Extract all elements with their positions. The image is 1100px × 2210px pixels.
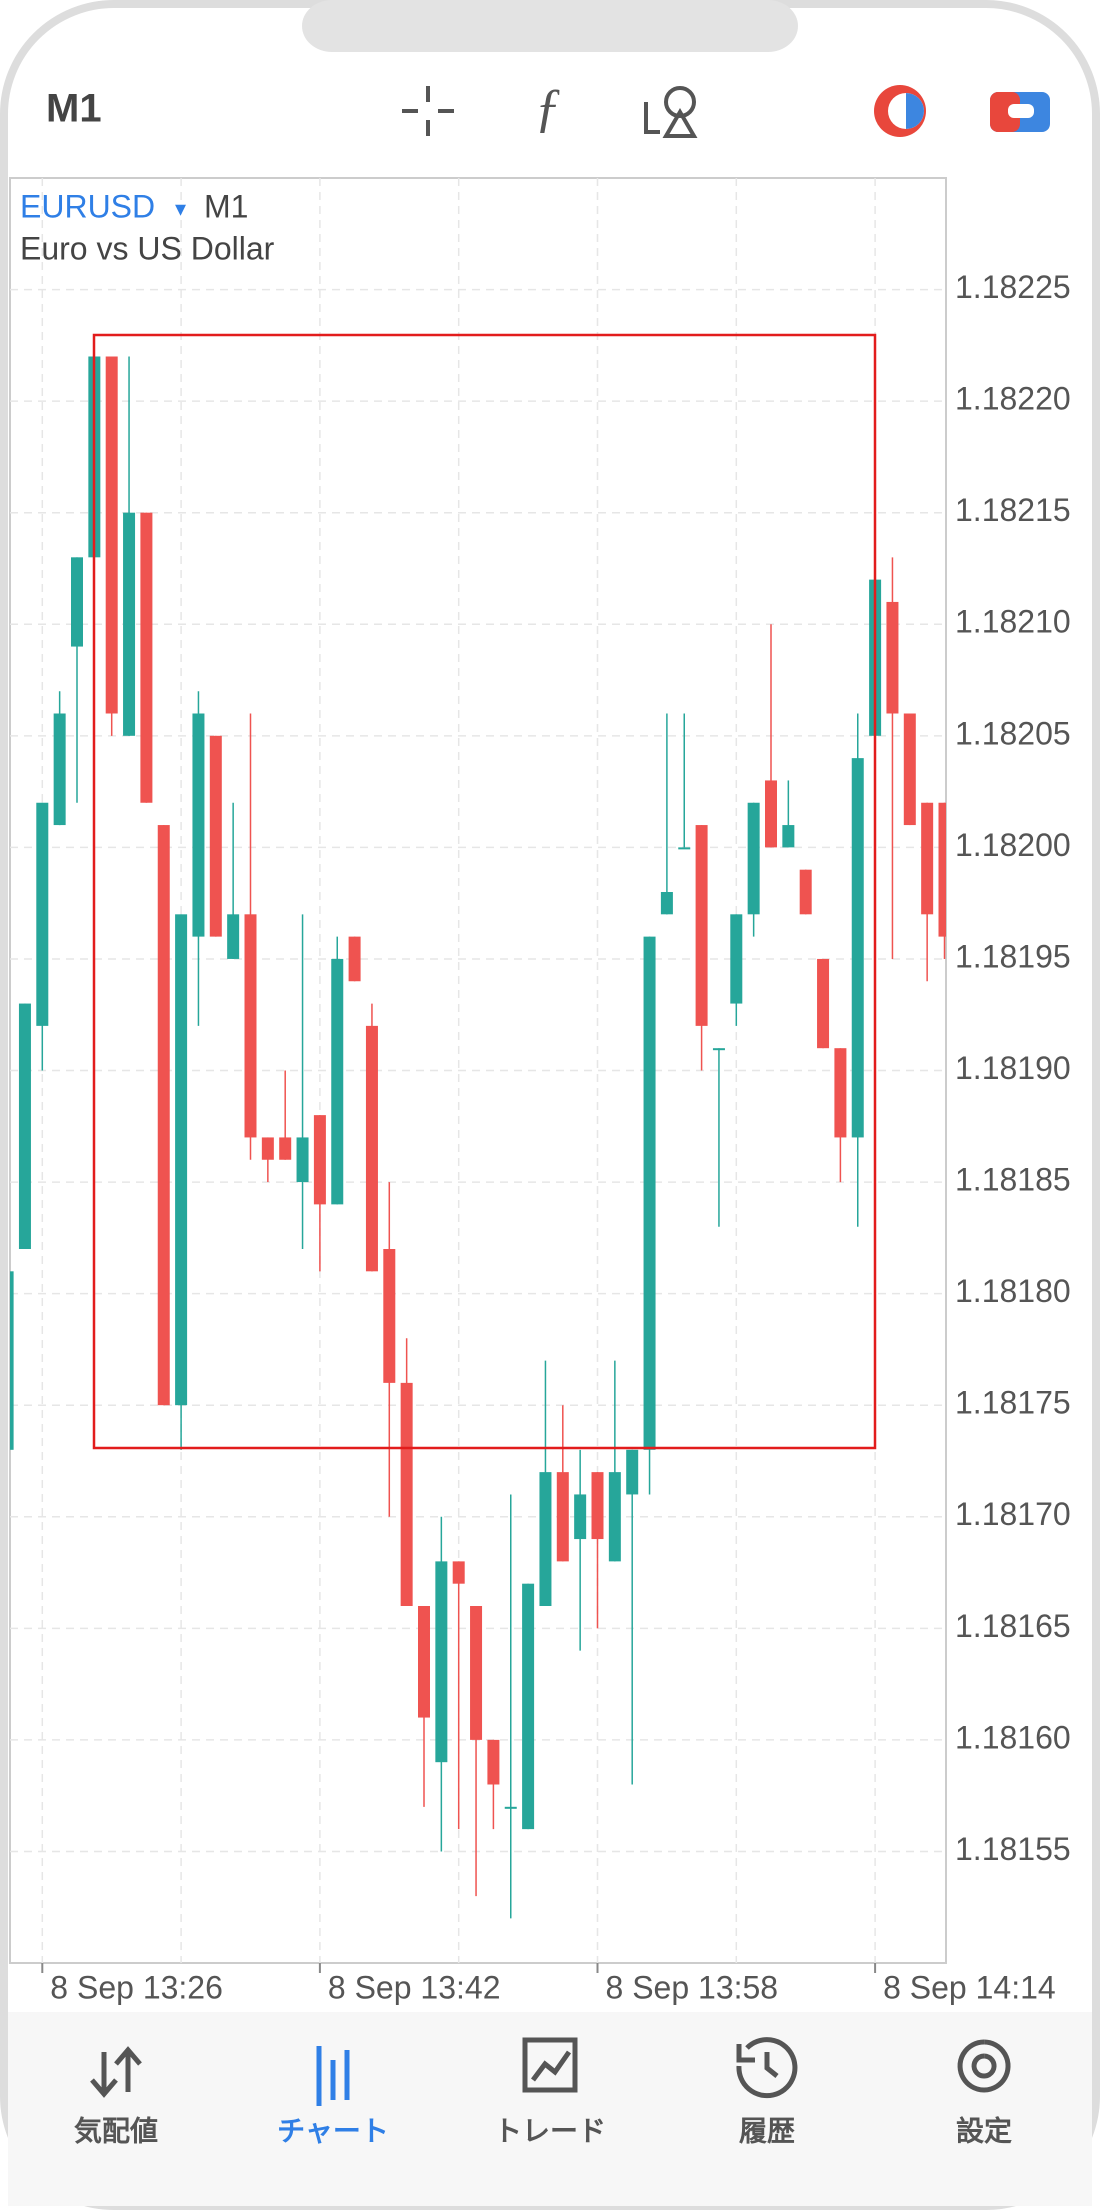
y-tick-label: 1.18165 <box>955 1608 1071 1644</box>
candle-body <box>712 1048 725 1051</box>
candle-body <box>157 825 170 1406</box>
candle-body <box>591 1472 604 1540</box>
y-tick-label: 1.18175 <box>955 1385 1071 1421</box>
tab-icon[interactable] <box>957 2039 1011 2093</box>
candle-body <box>418 1606 430 1718</box>
y-tick-label: 1.18180 <box>955 1273 1071 1309</box>
candle-body <box>10 1271 14 1450</box>
tab-label[interactable]: 履歴 <box>739 2115 795 2146</box>
y-tick-label: 1.18195 <box>955 938 1071 974</box>
tab-label[interactable]: 設定 <box>956 2114 1012 2146</box>
candle-body <box>470 1606 483 1740</box>
crosshair-icon[interactable] <box>402 86 454 136</box>
candle-body <box>765 780 777 848</box>
candle-body <box>504 1806 517 1809</box>
rectangle-object[interactable] <box>92 333 877 1450</box>
candle-body <box>105 356 118 714</box>
candle-body <box>851 758 864 1138</box>
candle-body <box>487 1739 500 1785</box>
y-tick-label: 1.18225 <box>955 269 1071 305</box>
candle-body <box>123 512 136 736</box>
candle-body <box>435 1561 448 1763</box>
candle-body <box>140 512 153 803</box>
symbol-description: Euro vs US Dollar <box>20 230 275 266</box>
candle-body <box>574 1494 587 1540</box>
indicator-icon[interactable]: ƒ <box>535 77 562 137</box>
candle-body <box>365 1025 378 1272</box>
candle-body <box>938 802 946 937</box>
candle-body <box>71 557 83 647</box>
notch <box>302 0 798 52</box>
candle-body <box>678 847 691 850</box>
candle-body <box>886 601 899 714</box>
tab-icon[interactable] <box>522 2037 578 2093</box>
candle-body <box>903 713 916 826</box>
x-tick-label: 8 Sep 14:14 <box>883 1969 1056 2005</box>
tab-icon[interactable] <box>316 2046 350 2106</box>
candle-body <box>695 825 708 1026</box>
tab-icon[interactable] <box>90 2046 142 2098</box>
timeframe-button[interactable]: M1 <box>46 87 102 131</box>
candle-body <box>556 1472 569 1562</box>
symbol-dropdown[interactable]: ▾ <box>175 196 186 221</box>
candle-body <box>799 869 812 915</box>
candle-body <box>209 735 222 937</box>
candle-body <box>383 1249 396 1383</box>
candle-body <box>18 1003 31 1249</box>
x-tick-label: 8 Sep 13:26 <box>50 1969 223 2005</box>
candle-body <box>175 914 188 1406</box>
tab-label[interactable]: 気配値 <box>74 2115 158 2146</box>
candle-body <box>539 1472 552 1606</box>
candle-body <box>400 1382 413 1606</box>
one-click-icon[interactable] <box>874 85 926 137</box>
y-tick-label: 1.18205 <box>955 715 1071 751</box>
y-tick-label: 1.18185 <box>955 1162 1071 1198</box>
candle-body <box>331 958 344 1205</box>
y-tick-label: 1.18170 <box>955 1496 1071 1532</box>
candle-body <box>452 1561 465 1584</box>
y-tick-label: 1.18160 <box>955 1719 1071 1755</box>
candle-body <box>522 1583 535 1830</box>
y-tick-label: 1.18215 <box>955 492 1071 528</box>
candle-body <box>192 713 205 937</box>
candle-body <box>36 802 49 1026</box>
candle-body <box>279 1137 292 1160</box>
candle-body <box>643 936 656 1450</box>
y-tick-label: 1.18200 <box>955 827 1071 863</box>
candle-body <box>782 825 795 848</box>
candle-body <box>296 1137 309 1183</box>
chart-timeframe: M1 <box>204 188 248 224</box>
candle-body <box>660 892 673 915</box>
objects-icon[interactable] <box>644 86 698 138</box>
tab-label[interactable]: チャート <box>277 2115 389 2146</box>
candle-body <box>921 802 934 915</box>
candle-body <box>348 936 361 982</box>
candle-body <box>626 1449 639 1495</box>
symbol[interactable]: EURUSD <box>20 188 155 224</box>
candle-body <box>730 914 743 1004</box>
y-tick-label: 1.18210 <box>955 604 1071 640</box>
candle-body <box>313 1115 326 1205</box>
candle-body <box>747 802 760 915</box>
tab-label[interactable]: トレード <box>494 2115 606 2146</box>
candle-body <box>834 1048 847 1138</box>
x-tick-label: 8 Sep 13:42 <box>328 1969 501 2005</box>
candle-body <box>53 713 66 826</box>
tab-icon[interactable] <box>736 2037 798 2099</box>
candle-body <box>261 1137 274 1160</box>
tab-bar <box>8 2012 1092 2206</box>
candle-body <box>608 1472 621 1562</box>
y-tick-label: 1.18190 <box>955 1050 1071 1086</box>
trade-toggle-icon[interactable] <box>990 92 1050 132</box>
y-tick-label: 1.18155 <box>955 1831 1071 1867</box>
candle-body <box>244 914 257 1138</box>
y-tick-label: 1.18220 <box>955 381 1071 417</box>
candle-body <box>227 914 240 959</box>
x-tick-label: 8 Sep 13:58 <box>606 1969 779 2005</box>
candle-body <box>817 958 830 1049</box>
